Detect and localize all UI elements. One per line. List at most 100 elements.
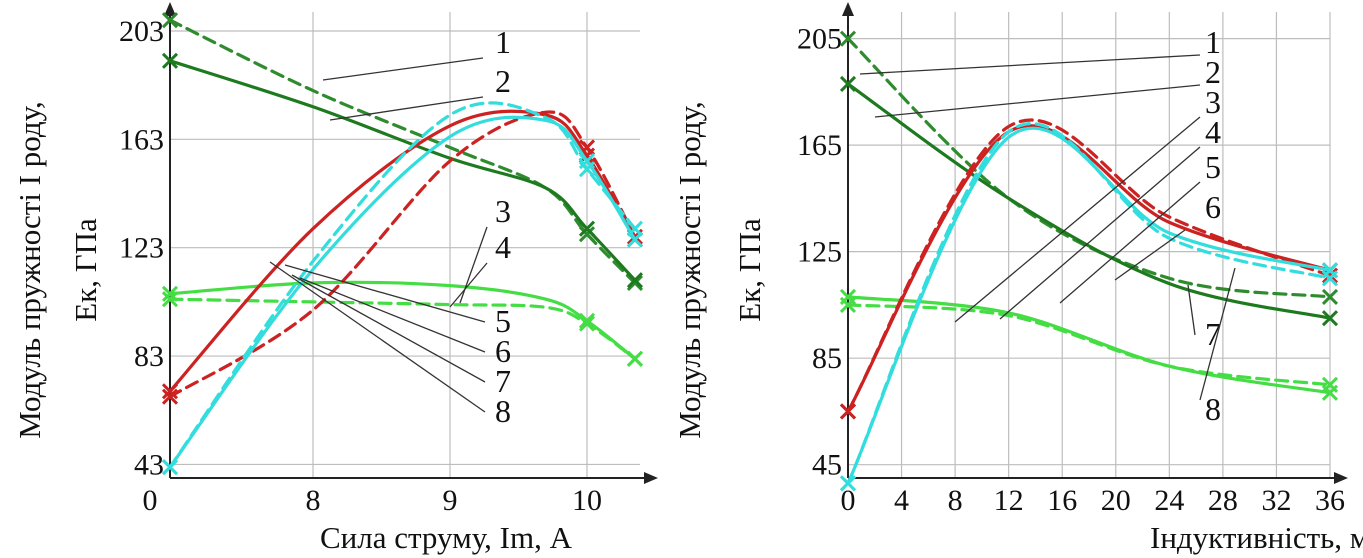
series-line-7 (168, 115, 637, 469)
x-tick-label: 24 (1154, 484, 1184, 517)
callout-leader (954, 116, 1201, 323)
data-point-marker-8 (626, 220, 644, 237)
series-callout-label: 7 (495, 363, 511, 399)
callout-leader (1199, 267, 1236, 401)
y-tick-label: 123 (119, 232, 164, 265)
series-line-4 (846, 303, 1332, 387)
callout-leader (322, 57, 484, 81)
callout-leader (874, 84, 1201, 118)
data-point-marker-2 (626, 272, 644, 289)
series-callout-label: 2 (495, 63, 511, 99)
x-tick-label: 28 (1208, 484, 1238, 517)
y-axis-title: Ек, ГПа (68, 218, 103, 322)
y-tick-label: 203 (119, 15, 164, 48)
callout-leader (291, 274, 486, 383)
series-line-5 (846, 124, 1332, 413)
series-callout-label: 5 (495, 303, 511, 339)
series-callout-label: 5 (1205, 149, 1221, 185)
x-axis-title: Сила струму, Im, А (320, 520, 573, 555)
series-callout-label: 8 (495, 393, 511, 429)
y-tick-label: 45 (812, 449, 842, 482)
data-point-marker-1 (839, 30, 857, 47)
x-tick-label: 12 (994, 484, 1024, 517)
callout-leader (859, 54, 1201, 75)
callout-leader (449, 262, 488, 308)
callout-leader (459, 226, 488, 304)
series-callout-label: 4 (1205, 114, 1221, 150)
series-callout-label: 1 (495, 24, 511, 60)
series-callout-label: 6 (495, 333, 511, 369)
series-callout-label: 8 (1205, 391, 1221, 427)
y-tick-label: 165 (797, 129, 842, 162)
series-line-8 (846, 122, 1332, 485)
x-tick-label: 8 (948, 484, 963, 517)
data-point-marker-1 (1321, 288, 1339, 305)
series-callout-label: 3 (1205, 84, 1221, 120)
x-axis-arrow (1334, 472, 1348, 484)
series-line-5 (168, 109, 637, 393)
callout-leader (269, 261, 486, 413)
x-tick-label: 36 (1315, 484, 1345, 517)
data-point-marker-2 (1321, 310, 1339, 327)
x-tick-label: 16 (1047, 484, 1077, 517)
callout-leader (1114, 229, 1186, 281)
y-tick-label: 83 (134, 340, 164, 373)
data-point-marker-8 (161, 459, 179, 476)
y-tick-label: 163 (119, 123, 164, 156)
data-point-marker-8 (839, 475, 857, 492)
series-callout-label: 6 (1205, 189, 1221, 225)
callout-leader (999, 146, 1201, 320)
series-callout-label: 3 (495, 193, 511, 229)
series-callout-label: 4 (495, 229, 511, 265)
x-axis-arrow (644, 472, 658, 484)
y-axis-title: Ек, ГПа (732, 218, 767, 322)
data-point-marker-1 (626, 274, 644, 291)
series-callout-label: 2 (1205, 54, 1221, 90)
data-point-marker-6 (839, 403, 857, 420)
y-tick-label: 205 (797, 23, 842, 56)
series-line-6 (846, 118, 1332, 413)
callout-leader (1187, 284, 1196, 336)
x-tick-label: 8 (306, 484, 321, 517)
data-point-marker-1 (161, 12, 179, 29)
data-point-marker-4 (839, 296, 857, 313)
x-tick-label: 9 (443, 484, 458, 517)
data-point-marker-2 (161, 52, 179, 69)
data-point-marker-5 (161, 383, 179, 400)
series-line-3 (168, 280, 637, 361)
series-line-8 (168, 101, 637, 469)
data-point-marker-8 (578, 161, 596, 178)
data-point-marker-4 (161, 291, 179, 308)
x-tick-label: 10 (572, 484, 602, 517)
series-line-1 (168, 18, 637, 285)
data-point-marker-4 (1321, 376, 1339, 393)
callout-leader (1059, 181, 1201, 304)
data-point-marker-1 (578, 226, 596, 243)
y-axis-arrow (842, 2, 854, 16)
series-callout-label: 1 (1205, 24, 1221, 60)
y-axis-title: Модуль пружності І роду, (12, 101, 47, 439)
series-line-2 (846, 82, 1332, 320)
series-callout-label: 7 (1205, 316, 1221, 352)
y-axis-title: Модуль пружності І роду, (672, 101, 707, 439)
data-point-marker-6 (1321, 267, 1339, 284)
data-point-marker-4 (626, 350, 644, 367)
y-axis-arrow (164, 2, 176, 16)
series-line-7 (846, 126, 1332, 485)
x-tick-label: 4 (894, 484, 909, 517)
x-tick-label: 32 (1261, 484, 1291, 517)
x-tick-label: 20 (1101, 484, 1131, 517)
x-axis-title: Індуктивність, мкГн (1150, 520, 1363, 555)
y-tick-label: 43 (134, 448, 164, 481)
callout-leader (299, 277, 486, 353)
data-point-marker-2 (578, 220, 596, 237)
y-tick-label: 85 (812, 342, 842, 375)
data-point-marker-8 (1321, 270, 1339, 287)
data-point-marker-4 (578, 315, 596, 332)
data-point-marker-2 (839, 75, 857, 92)
callout-leader (284, 264, 486, 323)
callout-leader (329, 96, 484, 121)
